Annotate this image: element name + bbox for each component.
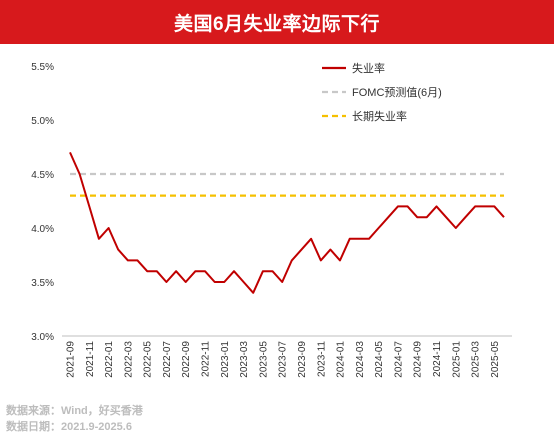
x-tick-label: 2023-05 — [258, 341, 269, 378]
x-tick-label: 2022-01 — [104, 341, 115, 378]
x-tick-label: 2023-03 — [239, 341, 250, 378]
y-tick-label: 3.0% — [31, 332, 54, 343]
x-tick-label: 2024-03 — [355, 341, 366, 378]
x-tick-label: 2023-01 — [220, 341, 231, 378]
x-tick-label: 2023-09 — [297, 341, 308, 378]
x-tick-label: 2024-01 — [336, 341, 347, 378]
y-tick-label: 3.5% — [31, 278, 54, 289]
y-tick-label: 4.5% — [31, 170, 54, 181]
x-tick-label: 2022-11 — [201, 341, 212, 377]
unemployment-rate-line — [69, 151, 505, 294]
x-tick-label: 2021-11 — [85, 341, 96, 377]
legend-label: FOMC预测值(6月) — [352, 86, 442, 99]
chart-title: 美国6月失业率边际下行 — [0, 0, 554, 44]
source-note: 数据来源：Wind，好买香港 — [6, 405, 143, 417]
x-tick-label: 2022-09 — [181, 341, 192, 378]
x-tick-label: 2023-07 — [278, 341, 289, 378]
x-tick-label: 2025-03 — [471, 341, 482, 378]
legend-label: 失业率 — [352, 61, 385, 75]
x-tick-label: 2023-11 — [316, 341, 327, 377]
unemployment-line-chart: 3.0% 3.5% 4.0% 4.5% 5.0% 5.5% 2021-09 2021-11 20… — [31, 61, 512, 378]
y-tick-label: 4.0% — [31, 224, 54, 235]
x-tick-label: 2022-03 — [123, 341, 134, 378]
x-tick-label: 2024-09 — [413, 341, 424, 378]
x-tick-label: 2024-07 — [393, 341, 404, 378]
x-tick-label: 2024-05 — [374, 341, 385, 378]
x-tick-label: 2025-05 — [490, 341, 501, 378]
y-tick-label: 5.5% — [31, 62, 54, 73]
date-note: 数据日期：2021.9-2025.6 — [6, 421, 132, 433]
y-tick-label: 5.0% — [31, 116, 54, 127]
x-tick-label: 2025-01 — [451, 341, 462, 378]
legend-label: 长期失业率 — [352, 109, 407, 123]
x-tick-label: 2022-07 — [162, 341, 173, 378]
x-tick-label: 2021-09 — [66, 341, 77, 378]
x-tick-label: 2024-11 — [432, 341, 443, 377]
x-tick-label: 2022-05 — [143, 341, 154, 378]
